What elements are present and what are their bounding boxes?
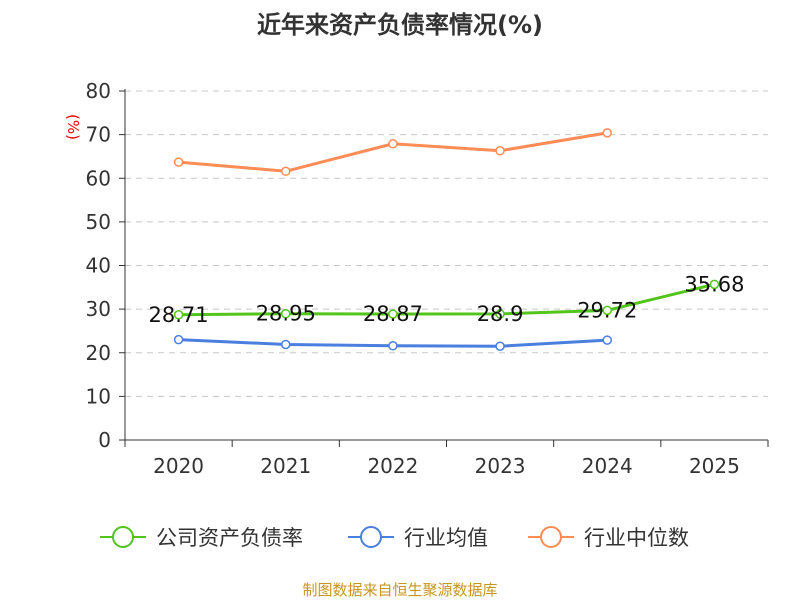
legend-item[interactable]: 行业均值 — [348, 526, 488, 550]
data-point[interactable] — [173, 157, 184, 167]
data-label: 28.9 — [477, 302, 524, 326]
data-point[interactable] — [281, 339, 291, 350]
data-point[interactable] — [281, 166, 291, 177]
y-tick-label: 80 — [86, 79, 111, 103]
y-tick-label: 70 — [86, 123, 111, 147]
data-point[interactable] — [388, 341, 398, 351]
y-tick-label: 30 — [86, 297, 111, 321]
x-tick-label: 2020 — [153, 454, 204, 478]
data-point[interactable] — [173, 310, 184, 320]
x-tick-label: 2022 — [367, 454, 418, 478]
data-point[interactable] — [495, 309, 505, 319]
data-point[interactable] — [602, 128, 612, 138]
data-label: 28.71 — [149, 303, 209, 327]
x-tick-label: 2023 — [475, 454, 526, 478]
y-tick-label: 50 — [86, 210, 111, 234]
legend-label: 公司资产负债率 — [156, 526, 303, 550]
y-axis-label: (%) — [64, 114, 82, 140]
legend-label: 行业中位数 — [584, 526, 689, 550]
y-tick-label: 40 — [86, 254, 111, 278]
data-label: 28.95 — [256, 302, 316, 326]
x-tick-label: 2021 — [260, 454, 311, 478]
data-label: 29.72 — [577, 298, 637, 322]
x-tick-label: 2025 — [689, 454, 740, 478]
source-note: 制图数据来自恒生聚源数据库 — [302, 581, 497, 599]
y-tick-label: 10 — [86, 384, 111, 408]
data-point[interactable] — [388, 139, 398, 149]
legend-label: 行业均值 — [404, 526, 488, 550]
data-point[interactable] — [495, 341, 505, 351]
legend-item[interactable]: 行业中位数 — [528, 526, 689, 550]
data-point[interactable] — [602, 335, 612, 345]
data-point[interactable] — [495, 146, 505, 156]
data-label: 28.87 — [363, 302, 423, 326]
x-tick-label: 2024 — [582, 454, 633, 478]
chart-title: 近年来资产负债率情况(%) — [257, 11, 543, 39]
data-point[interactable] — [388, 309, 398, 319]
data-point[interactable] — [709, 279, 720, 290]
y-tick-label: 60 — [86, 166, 111, 190]
series-line — [178, 131, 608, 173]
data-point[interactable] — [602, 305, 612, 316]
data-point[interactable] — [281, 308, 291, 319]
data-label: 35.68 — [684, 272, 744, 296]
series-line — [178, 282, 715, 317]
data-point[interactable] — [173, 334, 184, 345]
legend-item[interactable]: 公司资产负债率 — [100, 526, 303, 550]
y-tick-label: 20 — [86, 341, 111, 365]
y-tick-label: 0 — [98, 428, 111, 452]
